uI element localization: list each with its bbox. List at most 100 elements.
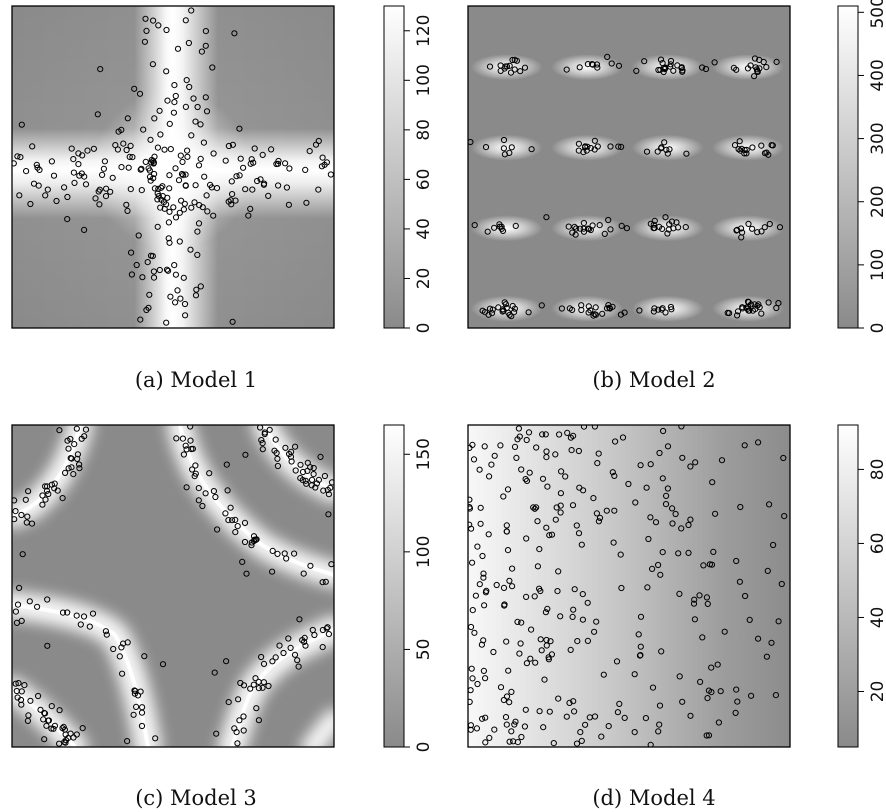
points-model-3 <box>12 425 334 747</box>
data-point <box>593 618 600 625</box>
data-point <box>260 181 267 188</box>
data-point <box>35 692 42 700</box>
data-point <box>583 147 590 154</box>
data-point <box>655 66 662 74</box>
data-point <box>222 510 229 517</box>
heatmap-model-1 <box>12 6 334 328</box>
data-point <box>269 568 276 575</box>
data-point <box>138 709 146 716</box>
data-point <box>324 624 331 631</box>
data-point <box>240 713 247 720</box>
data-point <box>137 316 144 323</box>
data-point <box>474 543 481 550</box>
data-point <box>64 193 71 201</box>
data-point <box>514 436 521 443</box>
data-point <box>154 196 161 203</box>
data-point <box>26 598 33 605</box>
data-point <box>623 225 631 232</box>
data-point <box>248 542 255 549</box>
data-point <box>607 226 614 233</box>
colorbar-model-4: 20 40 60 80 <box>837 424 886 748</box>
data-point <box>691 596 698 603</box>
data-point <box>511 721 518 728</box>
plot-frame <box>467 5 791 329</box>
data-point <box>149 253 156 260</box>
data-point <box>324 486 331 494</box>
data-point <box>112 142 119 149</box>
data-point <box>552 451 559 458</box>
data-point <box>485 531 492 538</box>
data-point <box>500 145 507 152</box>
data-point <box>591 628 598 635</box>
data-point <box>667 303 675 311</box>
data-point <box>240 682 248 689</box>
data-point <box>307 562 314 569</box>
data-point <box>161 146 168 153</box>
data-point <box>283 184 290 191</box>
heatmap-model-2 <box>468 6 790 328</box>
data-point <box>195 497 202 504</box>
data-point <box>538 302 545 309</box>
data-point <box>736 578 744 585</box>
data-point <box>569 306 576 313</box>
data-point <box>687 463 694 470</box>
data-point <box>188 445 195 453</box>
points-model-4 <box>468 425 788 747</box>
data-point <box>317 453 324 460</box>
data-point <box>128 271 135 278</box>
data-point <box>655 728 662 735</box>
data-point <box>544 483 551 490</box>
data-point <box>42 192 49 199</box>
data-point <box>166 239 173 246</box>
data-point <box>770 541 777 549</box>
data-point <box>525 429 533 436</box>
data-point <box>150 159 157 166</box>
data-point <box>53 197 60 205</box>
data-point <box>232 516 239 524</box>
data-point <box>676 590 683 598</box>
data-point <box>615 143 622 150</box>
data-point <box>497 684 505 691</box>
data-point <box>470 456 478 463</box>
data-point <box>683 150 690 157</box>
data-point <box>532 659 539 666</box>
data-point <box>543 448 550 455</box>
data-point <box>237 155 244 162</box>
data-point <box>155 193 162 200</box>
data-point <box>291 550 298 557</box>
data-point <box>776 224 784 231</box>
data-point <box>154 223 161 230</box>
data-point <box>61 726 69 733</box>
data-point <box>577 729 584 736</box>
data-point <box>569 613 576 621</box>
data-point <box>476 581 483 588</box>
data-point <box>521 723 529 730</box>
data-point <box>726 310 733 317</box>
data-point <box>755 635 762 642</box>
data-point <box>151 185 158 192</box>
data-point <box>709 479 716 486</box>
data-point <box>134 692 142 699</box>
plot-frame <box>11 424 335 748</box>
data-point <box>65 465 72 472</box>
data-point <box>133 261 140 269</box>
data-point <box>41 736 48 743</box>
data-point <box>247 685 254 692</box>
data-point <box>235 696 242 703</box>
data-point <box>585 303 592 310</box>
data-point <box>130 711 137 718</box>
data-point <box>259 446 266 453</box>
data-point <box>152 735 159 742</box>
data-point <box>167 146 174 153</box>
data-point <box>27 697 34 704</box>
data-point <box>302 166 309 173</box>
data-point <box>534 518 541 525</box>
data-point <box>170 109 177 116</box>
data-point <box>506 311 513 318</box>
data-point <box>565 223 572 230</box>
data-point <box>131 687 138 694</box>
data-point <box>97 66 104 73</box>
data-point <box>176 209 183 216</box>
data-point <box>509 738 517 745</box>
data-point <box>533 444 540 451</box>
